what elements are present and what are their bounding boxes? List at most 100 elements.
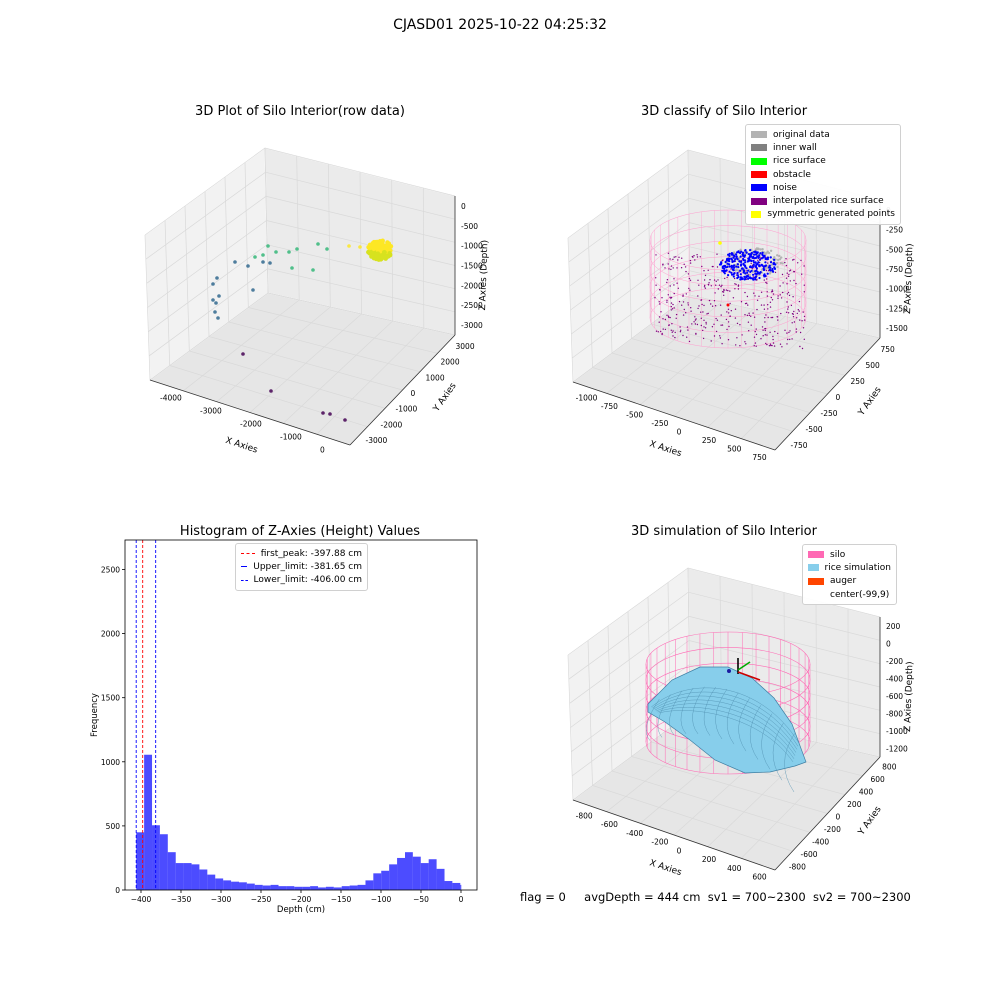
histogram-bar xyxy=(278,886,287,890)
data-point xyxy=(274,250,278,254)
histogram-bar xyxy=(262,885,271,890)
histogram-bar xyxy=(333,887,342,890)
y-tick-label: -2000 xyxy=(381,420,403,429)
interpolated-point xyxy=(801,273,803,275)
z-tick-label: -1000 xyxy=(461,242,483,251)
interpolated-point xyxy=(715,330,718,333)
legend-item: inner wall xyxy=(751,141,895,154)
interpolated-point xyxy=(796,312,798,315)
interpolated-point xyxy=(787,312,790,314)
interpolated-point xyxy=(781,346,783,348)
interpolated-point xyxy=(793,279,795,282)
interpolated-point xyxy=(736,322,739,325)
interpolated-point xyxy=(667,263,669,265)
interpolated-point xyxy=(711,326,714,328)
legend-label: rice simulation xyxy=(824,562,891,573)
interpolated-point xyxy=(803,315,806,318)
interpolated-point xyxy=(787,275,790,277)
interpolated-point xyxy=(677,287,679,289)
noise-point xyxy=(760,263,763,266)
noise-point xyxy=(759,271,762,274)
interpolated-point xyxy=(697,307,699,310)
interpolated-point xyxy=(799,331,802,334)
data-point xyxy=(261,260,265,264)
original-point xyxy=(776,265,779,269)
interpolated-point xyxy=(786,272,788,274)
interpolated-point xyxy=(664,267,666,269)
interpolated-point xyxy=(761,326,764,328)
noise-point xyxy=(741,277,744,280)
z-tick-label: -200 xyxy=(886,657,903,666)
noise-point xyxy=(735,265,738,268)
gridline xyxy=(184,205,386,409)
interpolated-point xyxy=(762,329,764,331)
interpolated-point xyxy=(696,256,699,258)
data-point xyxy=(374,252,379,258)
noise-point xyxy=(742,257,745,261)
rice-mesh-line xyxy=(727,692,739,745)
histogram-bar xyxy=(286,886,295,890)
interpolated-point xyxy=(795,282,797,285)
x-tick-label: 600 xyxy=(752,873,767,882)
noise-point xyxy=(742,271,745,274)
y-tick-label: 1000 xyxy=(101,758,120,767)
panel3-histogram: −400 −350 −300 −250 −200 −150 −100 −50 0 0 500 1000… xyxy=(90,539,478,915)
interpolated-point xyxy=(786,293,789,295)
interpolated-point xyxy=(655,330,658,332)
histogram-bar xyxy=(167,852,176,890)
interpolated-point xyxy=(705,323,707,325)
z-tick-label: -1250 xyxy=(886,304,908,313)
interpolated-point xyxy=(734,308,737,310)
z-tick-label: 0 xyxy=(461,202,466,211)
interpolated-point xyxy=(725,289,728,291)
noise-point xyxy=(739,276,742,279)
data-point xyxy=(217,294,221,298)
noise-point xyxy=(746,271,749,274)
interpolated-point xyxy=(747,321,750,323)
interpolated-point xyxy=(729,302,731,305)
noise-point xyxy=(727,253,730,256)
interpolated-point xyxy=(670,296,673,299)
noise-point xyxy=(754,250,757,253)
interpolated-point xyxy=(680,267,683,269)
noise-point xyxy=(753,253,756,256)
interpolated-point xyxy=(695,333,697,335)
interpolated-point xyxy=(727,339,730,341)
x-tick-label: 750 xyxy=(752,453,767,462)
histogram-bar xyxy=(191,864,200,890)
interpolated-point xyxy=(802,311,804,313)
interpolated-point xyxy=(739,345,741,347)
y-tick-label: -3000 xyxy=(366,436,388,445)
interpolated-point xyxy=(745,343,747,345)
data-point xyxy=(213,310,217,314)
interpolated-point xyxy=(766,282,768,284)
interpolated-point xyxy=(782,282,784,284)
data-point xyxy=(321,411,325,415)
interpolated-point xyxy=(767,262,769,264)
interpolated-point xyxy=(729,290,731,292)
legend-swatch xyxy=(751,157,767,165)
interpolated-point xyxy=(715,280,717,282)
interpolated-point xyxy=(688,287,690,290)
panel4-3d-simulation: -800 -600 -400 -200 0 200 400 600 -800 -600 -400 -2… xyxy=(567,567,915,882)
interpolated-point xyxy=(717,288,719,290)
noise-point xyxy=(752,256,755,259)
x-tick-label: 200 xyxy=(702,855,717,864)
interpolated-point xyxy=(734,317,737,319)
legend-label: inner wall xyxy=(773,142,817,153)
y-tick-label: -800 xyxy=(789,863,806,872)
interpolated-point xyxy=(764,328,766,330)
histogram-bar xyxy=(365,880,374,890)
interpolated-point xyxy=(672,335,674,337)
interpolated-point xyxy=(733,277,736,280)
gridline xyxy=(587,640,793,852)
data-point xyxy=(211,282,215,286)
y-tick-label: 1500 xyxy=(101,694,120,703)
legend-label: symmetric generated points xyxy=(767,209,895,220)
histogram-bar xyxy=(349,885,358,890)
histogram-bar xyxy=(444,881,453,890)
noise-point xyxy=(754,278,757,281)
gridline xyxy=(607,208,811,414)
interpolated-point xyxy=(708,282,710,284)
legend-label: first_peak: -397.88 cm xyxy=(260,548,362,559)
